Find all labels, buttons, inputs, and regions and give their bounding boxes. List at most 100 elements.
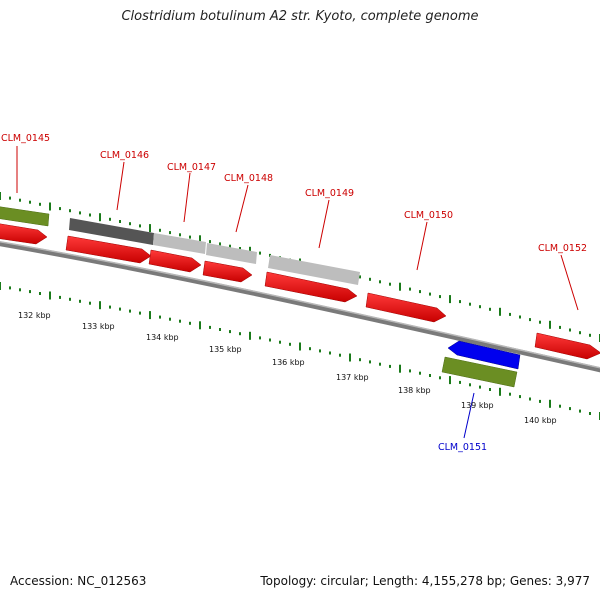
- leader-clm-0149: [318, 199, 330, 249]
- cds-arrow-clm-0149[interactable]: [264, 271, 358, 303]
- cds-track-reverse: [447, 340, 521, 370]
- ruler-minor-tick: [479, 385, 481, 389]
- ruler-minor-tick: [529, 318, 531, 322]
- ruler-minor-tick: [589, 412, 591, 415]
- ruler-minor-tick: [379, 280, 381, 284]
- ruler-minor-tick: [19, 198, 21, 202]
- cds-arrow-clm-0146[interactable]: [65, 235, 152, 264]
- ruler-minor-tick: [469, 302, 471, 306]
- gene-labels: CLM_0145 CLM_0146 CLM_0147 CLM_0148 CLM_…: [1, 133, 587, 453]
- gene-label-clm-0147[interactable]: CLM_0147: [167, 162, 216, 173]
- gene-label-clm-0152[interactable]: CLM_0152: [538, 243, 587, 254]
- gene-label-clm-0151[interactable]: CLM_0151: [438, 442, 487, 453]
- tick-label-134: 134 kbp: [146, 333, 179, 342]
- gene-label-clm-0149[interactable]: CLM_0149: [305, 188, 354, 199]
- ruler-minor-tick: [509, 312, 511, 316]
- ruler-minor-tick: [9, 286, 11, 290]
- cds-track-forward: [0, 223, 600, 360]
- ruler-major-tick: [249, 331, 251, 340]
- ruler-minor-tick: [429, 292, 431, 296]
- ruler-minor-tick: [279, 340, 281, 344]
- ruler-minor-tick: [359, 275, 361, 279]
- ruler-major-tick: [149, 311, 151, 320]
- cds-arrow-clm-0152[interactable]: [534, 332, 600, 360]
- ruler-major-tick: [49, 291, 51, 300]
- ruler-major-tick: [199, 321, 201, 330]
- ruler-major-tick: [299, 342, 301, 351]
- ruler-minor-tick: [489, 388, 491, 391]
- gene-label-clm-0145[interactable]: CLM_0145: [1, 133, 50, 144]
- ruler-minor-tick: [559, 325, 561, 329]
- ruler-minor-tick: [29, 200, 31, 204]
- cds-arrow-clm-0147[interactable]: [148, 249, 202, 273]
- ruler-minor-tick: [269, 338, 271, 342]
- ruler-major-tick: [449, 376, 451, 385]
- gene-feature-clm-0145[interactable]: [0, 206, 50, 227]
- leader-clm-0146: [116, 161, 125, 211]
- ruler-major-tick: [399, 364, 401, 373]
- ruler-minor-tick: [569, 328, 571, 332]
- ruler-major-tick: [349, 353, 351, 362]
- ruler-minor-tick: [389, 282, 391, 286]
- feature-clm-0146-light[interactable]: [153, 233, 206, 254]
- ruler-minor-tick: [229, 330, 231, 334]
- ruler-minor-tick: [139, 311, 141, 315]
- ruler-minor-tick: [119, 307, 121, 311]
- ruler-minor-tick: [209, 240, 211, 244]
- ruler-minor-tick: [339, 353, 341, 357]
- ruler-minor-tick: [309, 347, 311, 351]
- tick-label-135: 135 kbp: [209, 345, 242, 354]
- ruler-minor-tick: [579, 331, 581, 335]
- genome-backbone: [0, 240, 600, 373]
- ruler-minor-tick: [169, 231, 171, 235]
- ruler-minor-tick: [59, 295, 61, 299]
- ruler-major-tick: [499, 387, 501, 396]
- ruler-minor-tick: [79, 211, 81, 215]
- gene-label-clm-0150[interactable]: CLM_0150: [404, 210, 453, 221]
- cds-arrow-clm-0145[interactable]: [0, 223, 48, 245]
- cds-arrow-clm-0148[interactable]: [202, 260, 253, 283]
- ruler-major-tick: [0, 192, 1, 200]
- accession-text: Accession: NC_012563: [10, 574, 147, 588]
- ruler-minor-tick: [259, 251, 261, 255]
- ruler-minor-tick: [129, 309, 131, 313]
- feature-clm-0149[interactable]: [268, 255, 360, 285]
- feature-clm-0146-dark[interactable]: [69, 218, 154, 245]
- ruler-minor-tick: [479, 305, 481, 309]
- ruler-minor-tick: [489, 307, 491, 311]
- ruler-minor-tick: [519, 395, 521, 399]
- ruler-major-tick: [499, 307, 501, 316]
- ruler-minor-tick: [109, 305, 111, 309]
- ruler-minor-tick: [79, 299, 81, 303]
- ruler-tick-labels: 132 kbp 133 kbp 134 kbp 135 kbp 136 kbp …: [18, 311, 557, 425]
- ruler-minor-tick: [319, 349, 321, 353]
- ruler-minor-tick: [409, 369, 411, 373]
- ruler-major-tick: [149, 224, 151, 233]
- ruler-minor-tick: [69, 297, 71, 301]
- ruler-minor-tick: [29, 290, 31, 294]
- gene-feature-clm-0151[interactable]: [441, 356, 518, 388]
- ruler-minor-tick: [579, 409, 581, 413]
- gene-label-clm-0148[interactable]: CLM_0148: [224, 173, 273, 184]
- leader-clm-0152: [560, 254, 579, 311]
- ruler-minor-tick: [369, 277, 371, 281]
- ruler-minor-tick: [589, 333, 591, 337]
- ruler-minor-tick: [239, 332, 241, 336]
- tick-label-139: 139 kbp: [461, 401, 494, 410]
- ruler-minor-tick: [359, 358, 361, 362]
- ruler-minor-tick: [459, 380, 461, 384]
- ruler-major-tick: [549, 320, 551, 329]
- ruler-minor-tick: [219, 328, 221, 331]
- ruler-minor-tick: [179, 319, 181, 323]
- cds-arrow-clm-0150[interactable]: [365, 292, 447, 323]
- ruler-minor-tick: [539, 320, 541, 324]
- gene-label-clm-0146[interactable]: CLM_0146: [100, 150, 149, 161]
- ruler-major-tick: [49, 202, 51, 211]
- cds-arrow-clm-0151[interactable]: [447, 340, 521, 370]
- ruler-minor-tick: [139, 224, 141, 228]
- ruler-minor-tick: [89, 213, 91, 217]
- ruler-minor-tick: [559, 404, 561, 408]
- ruler-major-tick: [199, 235, 201, 244]
- feature-clm-0148[interactable]: [206, 243, 257, 264]
